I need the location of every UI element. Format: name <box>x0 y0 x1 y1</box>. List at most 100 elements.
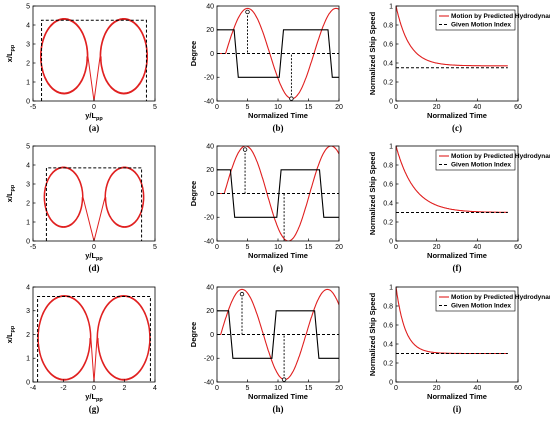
extreme-marker <box>239 291 245 297</box>
x-tick-label: 15 <box>305 104 313 111</box>
legend-box <box>435 149 516 171</box>
y-tick-label: 3 <box>26 41 30 48</box>
y-tick-label: 0.6 <box>383 181 393 188</box>
label-subscript: pp <box>10 184 16 191</box>
panel-label: (b) <box>273 123 284 133</box>
x-tick-label: 2 <box>123 385 127 392</box>
label-subscript: pp <box>10 44 16 51</box>
plot-area <box>396 146 508 213</box>
x-tick-label: 0 <box>394 385 398 392</box>
extreme-marker <box>289 96 294 101</box>
y-tick-label: 4 <box>26 284 30 291</box>
chart-panel-h: 0 5 10 15 20 -40 -20 0 20 40 Normalized Time Degree… <box>189 284 343 414</box>
label-subscript: pp <box>96 116 103 122</box>
trajectory-loop-port <box>37 294 95 382</box>
y-tick-label: 5 <box>26 143 30 150</box>
x-axis-label: y/Lpp <box>85 111 103 122</box>
y-tick-label: 2 <box>26 200 30 207</box>
y-tick-label: 1 <box>389 3 393 10</box>
x-tick-label: -5 <box>30 104 36 111</box>
legend: Motion by Predicted Hydrodynamics Given M… <box>435 149 550 171</box>
legend-entry: Motion by Predicted Hydrodynamics <box>451 153 550 160</box>
legend-box <box>435 9 516 31</box>
y-tick-label: 0.8 <box>383 162 393 169</box>
y-tick-label: -40 <box>204 379 214 386</box>
x-tick-label: 40 <box>473 244 481 251</box>
panel-label: (i) <box>453 404 462 414</box>
chart-panel-e: 0 5 10 15 20 -40 -20 0 20 40 Normalized Time Degree… <box>189 143 343 273</box>
y-tick-label: 0 <box>389 98 393 105</box>
rudder-command-line <box>217 29 339 78</box>
y-tick-label: -20 <box>204 356 214 363</box>
panel-label: (h) <box>273 404 284 414</box>
y-tick-label: 0 <box>210 51 214 58</box>
plot-area <box>40 18 148 101</box>
chart-panel-c: 0 20 40 60 0 0.2 0.4 0.6 0.8 1 Normalized Time Norm… <box>368 3 550 133</box>
y-tick-label: 0.6 <box>383 322 393 329</box>
label-main: y/L <box>85 251 96 260</box>
x-tick-label: 60 <box>514 385 522 392</box>
trajectory-loop-starboard <box>93 166 145 241</box>
x-axis-label: y/Lpp <box>85 251 103 262</box>
plot-area <box>217 288 339 382</box>
x-tick-label: 0 <box>394 244 398 251</box>
chart-panel-b: 0 5 10 15 20 -40 -20 0 20 40 Normalized Time Degree… <box>189 3 343 133</box>
panel-label: (c) <box>452 123 462 133</box>
legend-entry: Given Motion Index <box>451 22 511 29</box>
x-tick-label: 20 <box>433 244 441 251</box>
y-tick-label: 3 <box>26 181 30 188</box>
y-tick-label: 0.8 <box>383 303 393 310</box>
y-tick-label: 3 <box>26 308 30 315</box>
y-tick-label: 40 <box>206 284 214 291</box>
extreme-marker <box>282 243 286 247</box>
plot-area <box>37 294 151 382</box>
y-tick-label: 1 <box>389 284 393 291</box>
x-tick-label: 20 <box>433 104 441 111</box>
heading-response-line <box>217 288 339 381</box>
axes-frame <box>395 5 519 102</box>
panel-label: (a) <box>89 123 100 133</box>
x-tick-label: 20 <box>335 104 343 111</box>
target-boundary <box>41 19 147 101</box>
plot-area <box>217 7 339 101</box>
x-axis-label: Normalized Time <box>248 392 308 401</box>
plot-area <box>396 6 508 69</box>
x-tick-label: 5 <box>246 104 250 111</box>
trajectory-loop-port <box>40 18 95 101</box>
y-tick-label: 1 <box>26 219 30 226</box>
label-main: x/L <box>5 332 14 343</box>
panel-label: (e) <box>273 263 283 273</box>
heading-response-line <box>217 146 339 241</box>
legend-box <box>435 290 516 312</box>
axes-frame <box>32 145 156 242</box>
y-tick-label: -40 <box>204 238 214 245</box>
x-axis-label: Normalized Time <box>427 392 487 401</box>
plot-area <box>43 166 145 241</box>
speed-response-line <box>396 146 508 213</box>
legend-entry: Motion by Predicted Hydrodynamics <box>451 13 550 20</box>
y-tick-label: 4 <box>26 162 30 169</box>
y-tick-label: 40 <box>206 3 214 10</box>
chart-panel-f: 0 20 40 60 0 0.2 0.4 0.6 0.8 1 Normalized Time Norm… <box>368 143 550 273</box>
y-axis-label: Degree <box>189 41 198 66</box>
y-tick-label: 0 <box>389 379 393 386</box>
x-tick-label: 20 <box>335 385 343 392</box>
x-tick-label: 15 <box>305 244 313 251</box>
x-tick-label: 0 <box>92 385 96 392</box>
label-main: y/L <box>85 111 96 120</box>
y-axis-label: x/Lpp <box>5 44 16 62</box>
y-tick-label: 2 <box>26 332 30 339</box>
x-tick-label: 10 <box>274 104 282 111</box>
x-tick-label: 5 <box>153 104 157 111</box>
target-boundary <box>37 296 151 382</box>
x-tick-label: -5 <box>30 244 36 251</box>
x-axis-label: y/Lpp <box>85 392 103 403</box>
label-subscript: pp <box>96 397 103 403</box>
y-tick-label: 0.2 <box>383 79 393 86</box>
label-main: y/L <box>85 392 96 401</box>
x-tick-label: 10 <box>274 244 282 251</box>
x-tick-label: 5 <box>246 244 250 251</box>
